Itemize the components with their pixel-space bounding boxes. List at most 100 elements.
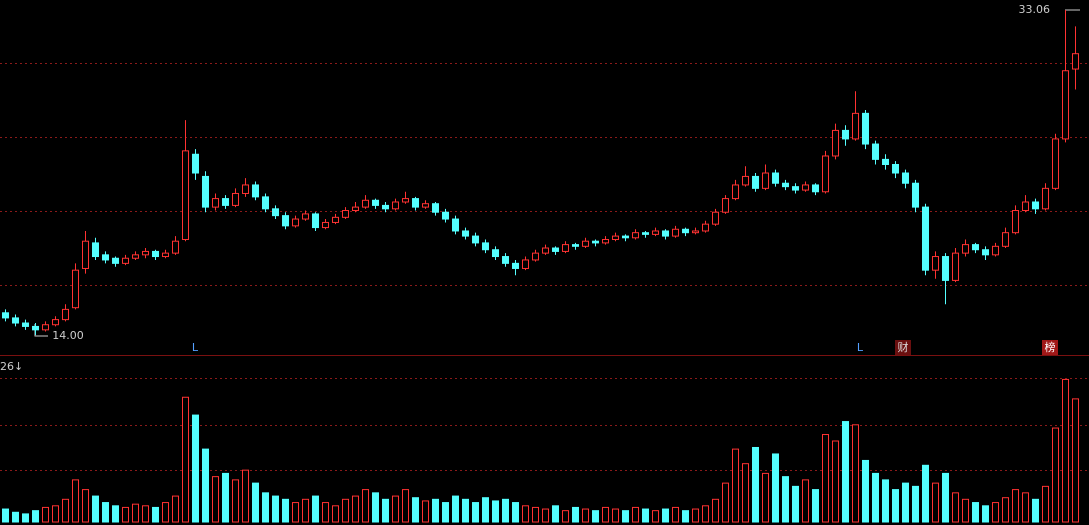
candle-body <box>222 198 229 206</box>
volume-bar <box>622 510 629 523</box>
candle-body <box>1032 201 1039 210</box>
volume-bar <box>532 506 539 523</box>
volume-bar <box>182 396 189 523</box>
volume-bar <box>312 495 319 523</box>
candle-body <box>872 143 879 160</box>
volume-bar <box>582 508 589 523</box>
candle-body <box>272 208 279 217</box>
volume-bar <box>822 434 829 523</box>
candle-body <box>522 259 529 269</box>
volume-bar <box>522 505 529 523</box>
volume-bar <box>82 489 89 523</box>
volume-bar <box>242 469 249 523</box>
candle-body <box>962 244 969 254</box>
volume-bar <box>552 505 559 523</box>
volume-bar <box>1062 378 1069 523</box>
candle-body <box>932 256 939 271</box>
candle-body <box>482 242 489 251</box>
candle-body <box>322 221 329 229</box>
candle-body <box>782 182 789 188</box>
candle-body <box>742 175 749 186</box>
volume-bar <box>112 505 119 523</box>
candle-body <box>62 308 69 321</box>
candle-body <box>652 230 659 235</box>
volume-bar <box>1032 498 1039 523</box>
volume-bar <box>712 498 719 523</box>
volume-bar <box>262 492 269 523</box>
candle-body <box>982 249 989 256</box>
volume-bar <box>392 495 399 523</box>
volume-bar <box>952 492 959 523</box>
volume-bar <box>372 492 379 523</box>
candle-body <box>882 158 889 165</box>
volume-bar <box>452 495 459 523</box>
candle-body <box>772 172 779 184</box>
candle-body <box>152 250 159 258</box>
volume-bar <box>602 506 609 523</box>
candle-body <box>732 184 739 200</box>
volume-bar <box>912 485 919 523</box>
candle-body <box>792 186 799 191</box>
candle-body <box>712 211 719 225</box>
volume-bar <box>612 508 619 523</box>
candle-body <box>992 245 999 256</box>
volume-bar <box>1012 489 1019 523</box>
candle-body <box>462 230 469 237</box>
candle-body <box>312 213 319 229</box>
volume-bar <box>632 506 639 523</box>
candle-body <box>1012 210 1019 234</box>
volume-bar <box>322 502 329 523</box>
candle-body <box>72 269 79 309</box>
candle-body <box>2 312 9 319</box>
volume-bar <box>852 424 859 523</box>
candle-body <box>32 325 39 331</box>
candle-body <box>1022 201 1029 212</box>
volume-bar <box>282 498 289 523</box>
candle-body <box>422 203 429 208</box>
candle-body <box>942 256 949 281</box>
candle-body <box>132 254 139 259</box>
volume-bar <box>402 489 409 523</box>
volume-label: 26↓ <box>0 360 23 373</box>
volume-bar <box>862 459 869 523</box>
high-label: 33.06 <box>1019 3 1051 16</box>
candle-body <box>292 218 299 227</box>
volume-bar <box>22 513 29 523</box>
candle-body <box>392 201 399 210</box>
candle-body <box>642 232 649 235</box>
volume-bar <box>542 508 549 523</box>
volume-bar <box>572 506 579 523</box>
volume-bar <box>272 495 279 523</box>
volume-bar <box>982 505 989 523</box>
volume-bar <box>232 479 239 523</box>
candle-body <box>922 206 929 271</box>
candle-body <box>412 198 419 208</box>
volume-bar <box>832 440 839 523</box>
candle-body <box>1052 138 1059 189</box>
volume-bar <box>502 498 509 523</box>
volume-bar <box>62 498 69 523</box>
volume-bar <box>892 489 899 523</box>
candle-body <box>52 319 59 326</box>
candle-body <box>802 184 809 191</box>
candle-body <box>852 112 859 140</box>
candle-body <box>182 150 189 240</box>
candle-body <box>102 254 109 261</box>
volume-bar <box>962 498 969 523</box>
volume-bar <box>12 511 19 523</box>
marker-bg <box>1042 340 1058 355</box>
candle-body <box>1072 53 1079 70</box>
volume-bar <box>202 448 209 523</box>
volume-bar <box>72 479 79 523</box>
candle-body <box>442 211 449 220</box>
candle-body <box>122 257 129 264</box>
candle-body <box>472 235 479 244</box>
volume-bar <box>812 489 819 523</box>
volume-bar <box>902 482 909 523</box>
marker: 榜 <box>1045 340 1056 354</box>
volume-bar <box>992 502 999 523</box>
volume-bar <box>382 498 389 523</box>
marker: L <box>192 341 199 354</box>
candle-body <box>1042 187 1049 210</box>
volume-bar <box>142 505 149 523</box>
